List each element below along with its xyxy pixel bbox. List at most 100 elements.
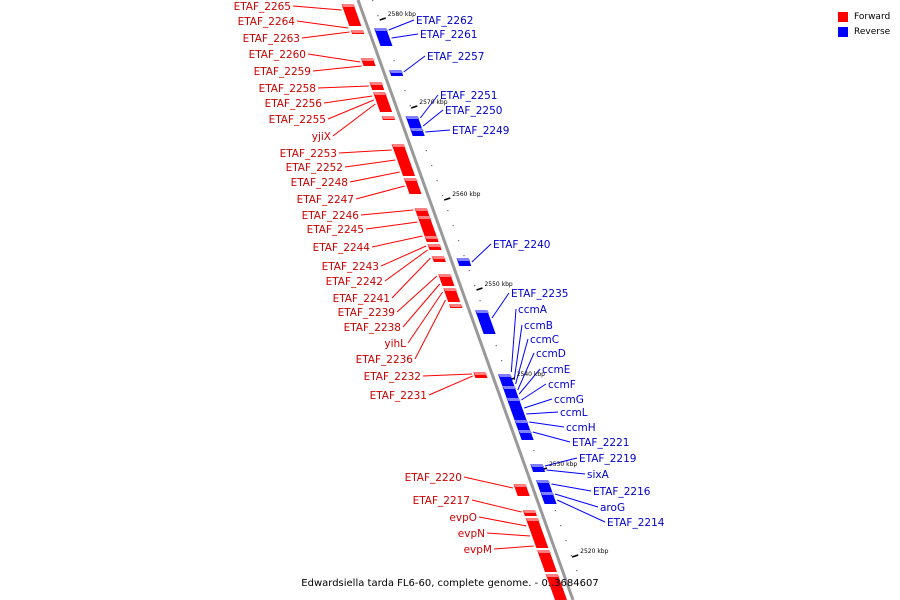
reverse-gene-label[interactable]: ETAF_2219 [579,453,636,465]
ruler-label: 2540 kbp [517,371,545,378]
forward-gene-leader [414,299,446,360]
forward-gene-label[interactable]: ETAF_2231 [370,390,427,402]
reverse-gene-leader [526,411,559,415]
forward-gene-leader [384,249,428,282]
gene-block-highlight [518,430,533,433]
reverse-gene-leader [521,383,547,401]
gene-block-highlight [341,4,356,7]
reverse-gene-label[interactable]: ETAF_2214 [607,517,665,529]
reverse-gene-leader [391,33,419,39]
reverse-gene-label[interactable]: ccmL [560,407,588,419]
forward-gene-leader [355,185,405,200]
reverse-gene-block[interactable] [475,310,496,334]
reverse-gene-label[interactable]: ETAF_2250 [445,105,502,117]
reverse-gene-label[interactable]: ccmG [554,394,584,406]
reverse-gene-block[interactable] [506,398,527,420]
forward-gene-label[interactable]: ETAF_2252 [286,162,343,174]
reverse-gene-label[interactable]: ccmD [536,348,566,360]
reverse-gene-label[interactable]: ETAF_2216 [593,486,651,498]
forward-gene-label[interactable]: ETAF_2247 [297,194,354,206]
gene-block-highlight [427,244,442,247]
gene-block-highlight [537,550,552,553]
forward-gene-label[interactable]: yihL [384,338,406,350]
reverse-gene-label[interactable]: ccmE [542,364,570,376]
forward-gene-leader [471,499,522,513]
forward-gene-block[interactable] [417,216,437,236]
forward-gene-label[interactable]: ETAF_2263 [243,33,300,45]
forward-gene-label[interactable]: ETAF_2217 [413,495,470,507]
reverse-gene-label[interactable]: ETAF_2240 [493,239,550,251]
reverse-gene-label[interactable]: sixA [587,469,610,481]
reverse-gene-label[interactable]: ETAF_2257 [427,51,484,63]
forward-gene-label[interactable]: yjiX [312,131,331,143]
reverse-gene-label[interactable]: ccmA [518,304,548,316]
reverse-gene-leader [556,499,606,523]
reverse-gene-label[interactable]: ETAF_2221 [572,437,629,449]
forward-gene-label[interactable]: ETAF_2253 [280,148,337,160]
forward-gene-label[interactable]: ETAF_2256 [265,98,323,110]
reverse-gene-leader [554,493,599,508]
reverse-gene-label[interactable]: ETAF_2262 [416,15,473,27]
reverse-gene-leader [529,421,565,428]
legend-forward: Forward [838,9,890,24]
ruler-label: 2570 kbp [419,99,447,106]
gene-block-highlight [374,28,389,31]
reverse-gene-label[interactable]: aroG [600,502,625,514]
forward-gene-leader [301,31,350,39]
forward-gene-block[interactable] [537,550,557,572]
ruler-dot [576,570,578,572]
reverse-gene-leader [388,19,415,31]
ruler-label: 2520 kbp [580,548,608,555]
forward-gene-leader [493,545,534,550]
forward-gene-label[interactable]: evpO [449,512,477,524]
reverse-gene-label[interactable]: ccmH [566,422,596,434]
forward-gene-label[interactable]: evpM [464,544,492,556]
gene-block-highlight [414,208,429,211]
forward-gene-label[interactable]: ETAF_2220 [405,472,462,484]
reverse-gene-label[interactable]: ccmC [530,334,559,346]
reverse-gene-leader [532,431,571,443]
forward-gene-label[interactable]: ETAF_2244 [313,242,371,254]
ruler-dot [452,225,454,227]
forward-gene-leader [338,149,392,154]
ruler-dot [447,210,449,212]
forward-gene-label[interactable]: ETAF_2245 [307,224,364,236]
reverse-gene-label[interactable]: ETAF_2249 [452,125,509,137]
legend-reverse-label: Reverse [854,26,891,37]
forward-gene-block[interactable] [391,144,416,176]
forward-gene-label[interactable]: ETAF_2258 [259,83,316,95]
forward-gene-leader [402,283,441,328]
reverse-gene-label[interactable]: ETAF_2251 [440,90,497,102]
forward-gene-label[interactable]: ETAF_2246 [302,210,360,222]
reverse-gene-label[interactable]: ETAF_2261 [420,29,477,41]
forward-gene-label[interactable]: ETAF_2232 [364,371,421,383]
reverse-gene-label[interactable]: ccmB [524,320,553,332]
forward-gene-leader [349,171,400,183]
forward-gene-label[interactable]: ETAF_2260 [249,49,306,61]
forward-gene-label[interactable]: ETAF_2264 [238,16,296,28]
forward-gene-label[interactable]: ETAF_2238 [344,322,401,334]
reverse-gene-label[interactable]: ETAF_2235 [511,288,568,300]
ruler-dot [372,0,374,2]
forward-gene-block[interactable] [403,178,422,194]
ruler-dot [393,60,395,62]
forward-gene-label[interactable]: ETAF_2243 [322,261,379,273]
forward-gene-label[interactable]: ETAF_2259 [254,66,311,78]
forward-gene-label[interactable]: ETAF_2248 [291,177,348,189]
forward-gene-block[interactable] [341,4,362,26]
reverse-gene-block[interactable] [374,28,393,46]
forward-gene-label[interactable]: ETAF_2236 [356,354,414,366]
forward-gene-block[interactable] [545,574,567,600]
forward-gene-label[interactable]: ETAF_2242 [326,276,383,288]
forward-gene-label[interactable]: ETAF_2239 [338,307,395,319]
forward-gene-block[interactable] [525,518,549,548]
forward-gene-block[interactable] [372,92,393,112]
forward-gene-label[interactable]: ETAF_2255 [269,114,326,126]
ruler-label: 2560 kbp [452,191,480,198]
forward-gene-label[interactable]: evpN [458,528,485,540]
reverse-gene-label[interactable]: ccmF [548,379,576,391]
forward-gene-label[interactable]: ETAF_2241 [333,293,390,305]
forward-gene-block[interactable] [443,288,461,302]
forward-gene-label[interactable]: ETAF_2265 [234,1,291,13]
